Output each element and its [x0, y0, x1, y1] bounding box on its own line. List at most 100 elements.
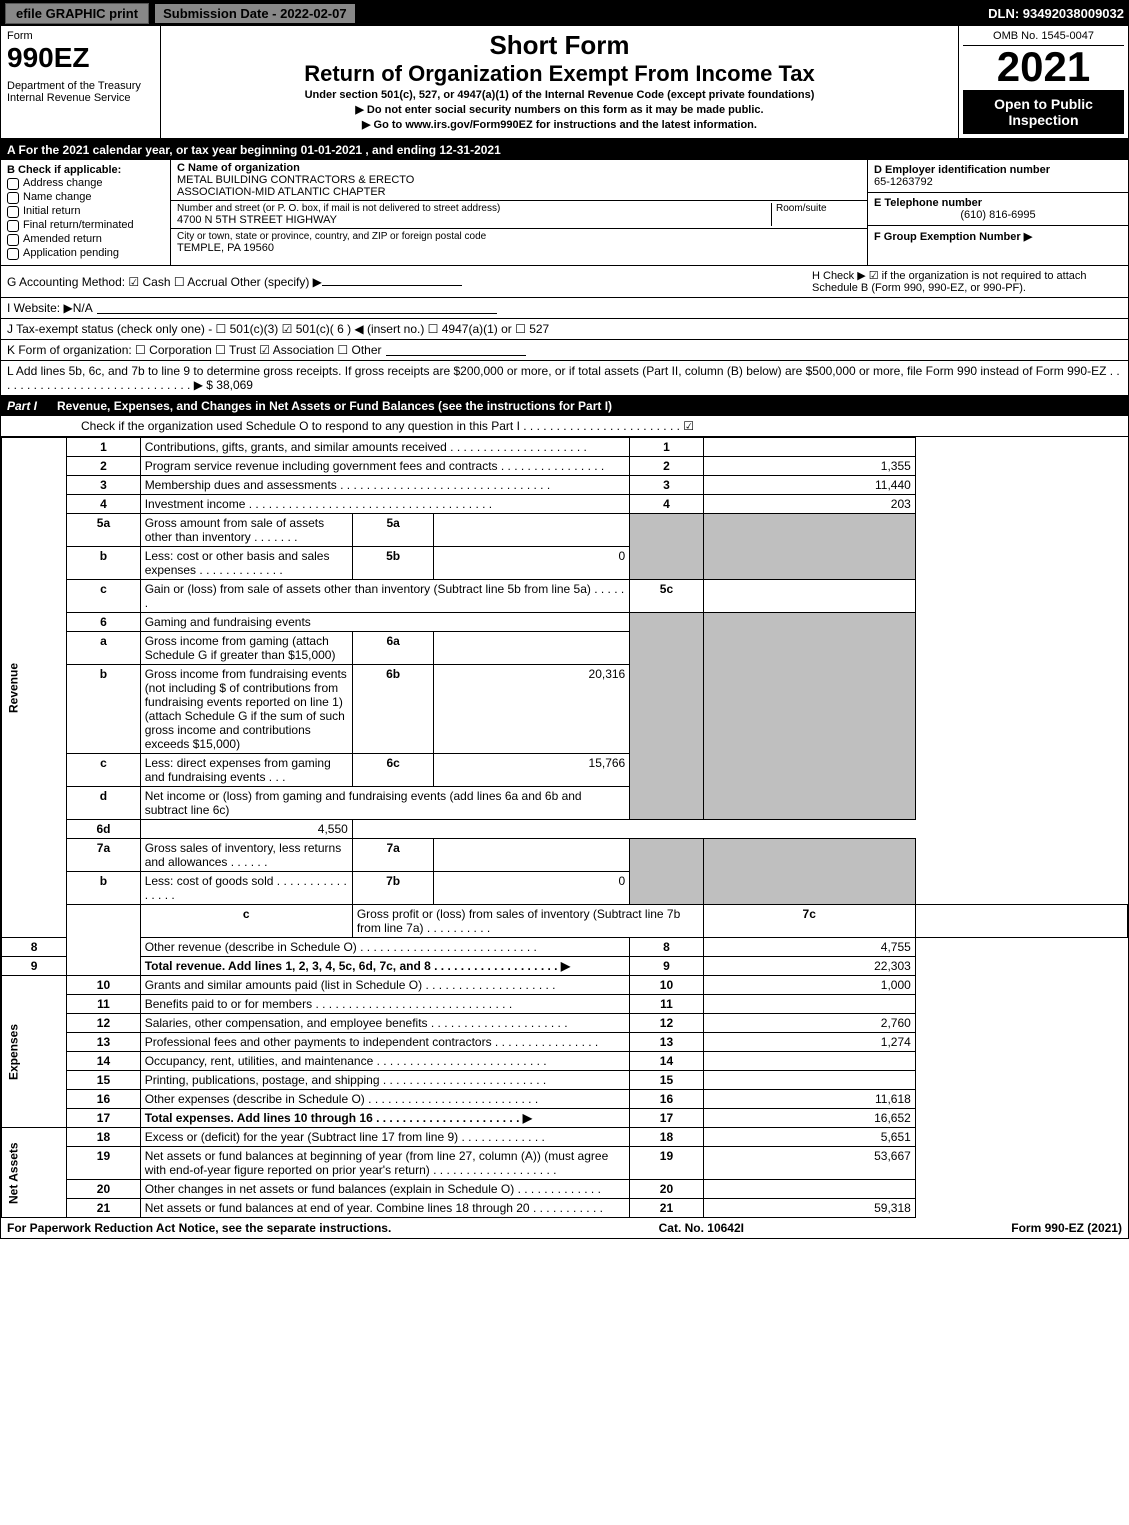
k-blank[interactable] [386, 344, 526, 356]
i-blank[interactable] [97, 302, 497, 314]
line-rnum: 11 [630, 995, 703, 1014]
line-val: 11,618 [703, 1090, 915, 1109]
b-item: Application pending [23, 247, 119, 259]
line-desc: Membership dues and assessments [145, 478, 337, 492]
subtitle: Return of Organization Exempt From Incom… [167, 61, 952, 87]
note-ssn: ▶ Do not enter social security numbers o… [167, 103, 952, 116]
d-head: D Employer identification number [874, 164, 1122, 176]
line-num: c [67, 580, 140, 613]
line-num: d [67, 787, 140, 820]
city: TEMPLE, PA 19560 [177, 242, 861, 254]
line-rnum: 7c [703, 905, 915, 938]
chk-amended[interactable] [7, 234, 19, 246]
line-val [915, 905, 1127, 938]
line-num: 8 [2, 938, 67, 957]
line-num: 9 [2, 957, 67, 976]
line-rnum: 17 [630, 1109, 703, 1128]
part-title: Revenue, Expenses, and Changes in Net As… [57, 399, 612, 413]
addr-head: Number and street (or P. O. box, if mail… [177, 203, 771, 214]
dln: DLN: 93492038009032 [988, 6, 1124, 21]
line-num: 13 [67, 1033, 140, 1052]
row-k: K Form of organization: ☐ Corporation ☐ … [1, 340, 1128, 361]
row-g: G Accounting Method: ☑ Cash ☐ Accrual Ot… [7, 274, 462, 289]
line-num: 6 [67, 613, 140, 632]
line-num: b [67, 872, 140, 905]
phone: (610) 816-6995 [874, 209, 1122, 221]
row-j: J Tax-exempt status (check only one) - ☐… [1, 319, 1128, 340]
line-desc: Gross income from gaming (attach Schedul… [140, 632, 352, 665]
line-desc: Gross amount from sale of assets other t… [145, 516, 324, 544]
b-item: Address change [23, 177, 103, 189]
line-rnum: 12 [630, 1014, 703, 1033]
line-val [703, 1052, 915, 1071]
efile-print-button[interactable]: efile GRAPHIC print [5, 3, 149, 24]
line-val: 4,550 [140, 820, 352, 839]
line-num: 1 [67, 438, 140, 457]
city-head: City or town, state or province, country… [177, 231, 861, 242]
g-blank[interactable] [322, 274, 462, 286]
chk-initial-return[interactable] [7, 206, 19, 218]
tax-year: 2021 [963, 46, 1124, 88]
open-to-public: Open to Public Inspection [963, 90, 1124, 134]
chk-application-pending[interactable] [7, 248, 19, 260]
line-rnum: 6d [67, 820, 140, 839]
top-bar: efile GRAPHIC print Submission Date - 20… [1, 1, 1128, 26]
line-num: 11 [67, 995, 140, 1014]
part-1-header: Part I Revenue, Expenses, and Changes in… [1, 396, 1128, 416]
footer: For Paperwork Reduction Act Notice, see … [1, 1218, 1128, 1238]
line-rnum: 9 [630, 957, 703, 976]
b-item: Amended return [23, 233, 102, 245]
line-desc: Grants and similar amounts paid (list in… [145, 978, 422, 992]
part-label: Part I [7, 399, 37, 413]
line-val [703, 995, 915, 1014]
line-desc: Gross income from fundraising events (no… [140, 665, 352, 754]
line-rnum: 18 [630, 1128, 703, 1147]
row-i: I Website: ▶N/A [7, 301, 93, 315]
line-rnum: 3 [630, 476, 703, 495]
line-num: 5a [67, 514, 140, 547]
line-rnum: 19 [630, 1147, 703, 1180]
line-num: 20 [67, 1180, 140, 1199]
mid-num: 7b [352, 872, 434, 905]
line-num: 3 [67, 476, 140, 495]
org-name-1: METAL BUILDING CONTRACTORS & ERECTO [177, 174, 861, 186]
line-rnum: 10 [630, 976, 703, 995]
part-1-sub: Check if the organization used Schedule … [1, 416, 1128, 437]
org-name-2: ASSOCIATION-MID ATLANTIC CHAPTER [177, 186, 861, 198]
form-label: Form [7, 30, 154, 42]
line-val: 203 [703, 495, 915, 514]
line-desc: Gaming and fundraising events [140, 613, 630, 632]
line-val [703, 580, 915, 613]
line-desc: Less: direct expenses from gaming and fu… [145, 756, 331, 784]
chk-address-change[interactable] [7, 178, 19, 190]
form-header: Form 990EZ Department of the Treasury In… [1, 26, 1128, 140]
submission-date: Submission Date - 2022-02-07 [155, 4, 355, 23]
line-num: 19 [67, 1147, 140, 1180]
line-rnum: 16 [630, 1090, 703, 1109]
ein: 65-1263792 [874, 176, 1122, 188]
mid-num: 6a [352, 632, 434, 665]
chk-name-change[interactable] [7, 192, 19, 204]
line-rnum: 1 [630, 438, 703, 457]
dept: Department of the Treasury Internal Reve… [7, 80, 154, 104]
line-desc: Other expenses (describe in Schedule O) [145, 1092, 365, 1106]
line-rnum: 2 [630, 457, 703, 476]
line-desc: Printing, publications, postage, and shi… [145, 1073, 380, 1087]
b-head: B Check if applicable: [7, 164, 164, 176]
line-val: 22,303 [703, 957, 915, 976]
line-desc: Benefits paid to or for members [145, 997, 312, 1011]
e-head: E Telephone number [874, 197, 1122, 209]
footer-right: Form 990-EZ (2021) [1011, 1221, 1122, 1235]
line-num: 12 [67, 1014, 140, 1033]
row-l: L Add lines 5b, 6c, and 7b to line 9 to … [1, 361, 1128, 396]
line-val: 59,318 [703, 1199, 915, 1218]
line-desc: Other changes in net assets or fund bala… [145, 1182, 515, 1196]
line-desc: Total revenue. Add lines 1, 2, 3, 4, 5c,… [140, 957, 630, 976]
form-number: 990EZ [7, 42, 154, 74]
line-num: 4 [67, 495, 140, 514]
chk-final-return[interactable] [7, 220, 19, 232]
line-val [703, 1180, 915, 1199]
line-val: 1,000 [703, 976, 915, 995]
line-rnum: 4 [630, 495, 703, 514]
row-h: H Check ▶ ☑ if the organization is not r… [812, 269, 1122, 294]
